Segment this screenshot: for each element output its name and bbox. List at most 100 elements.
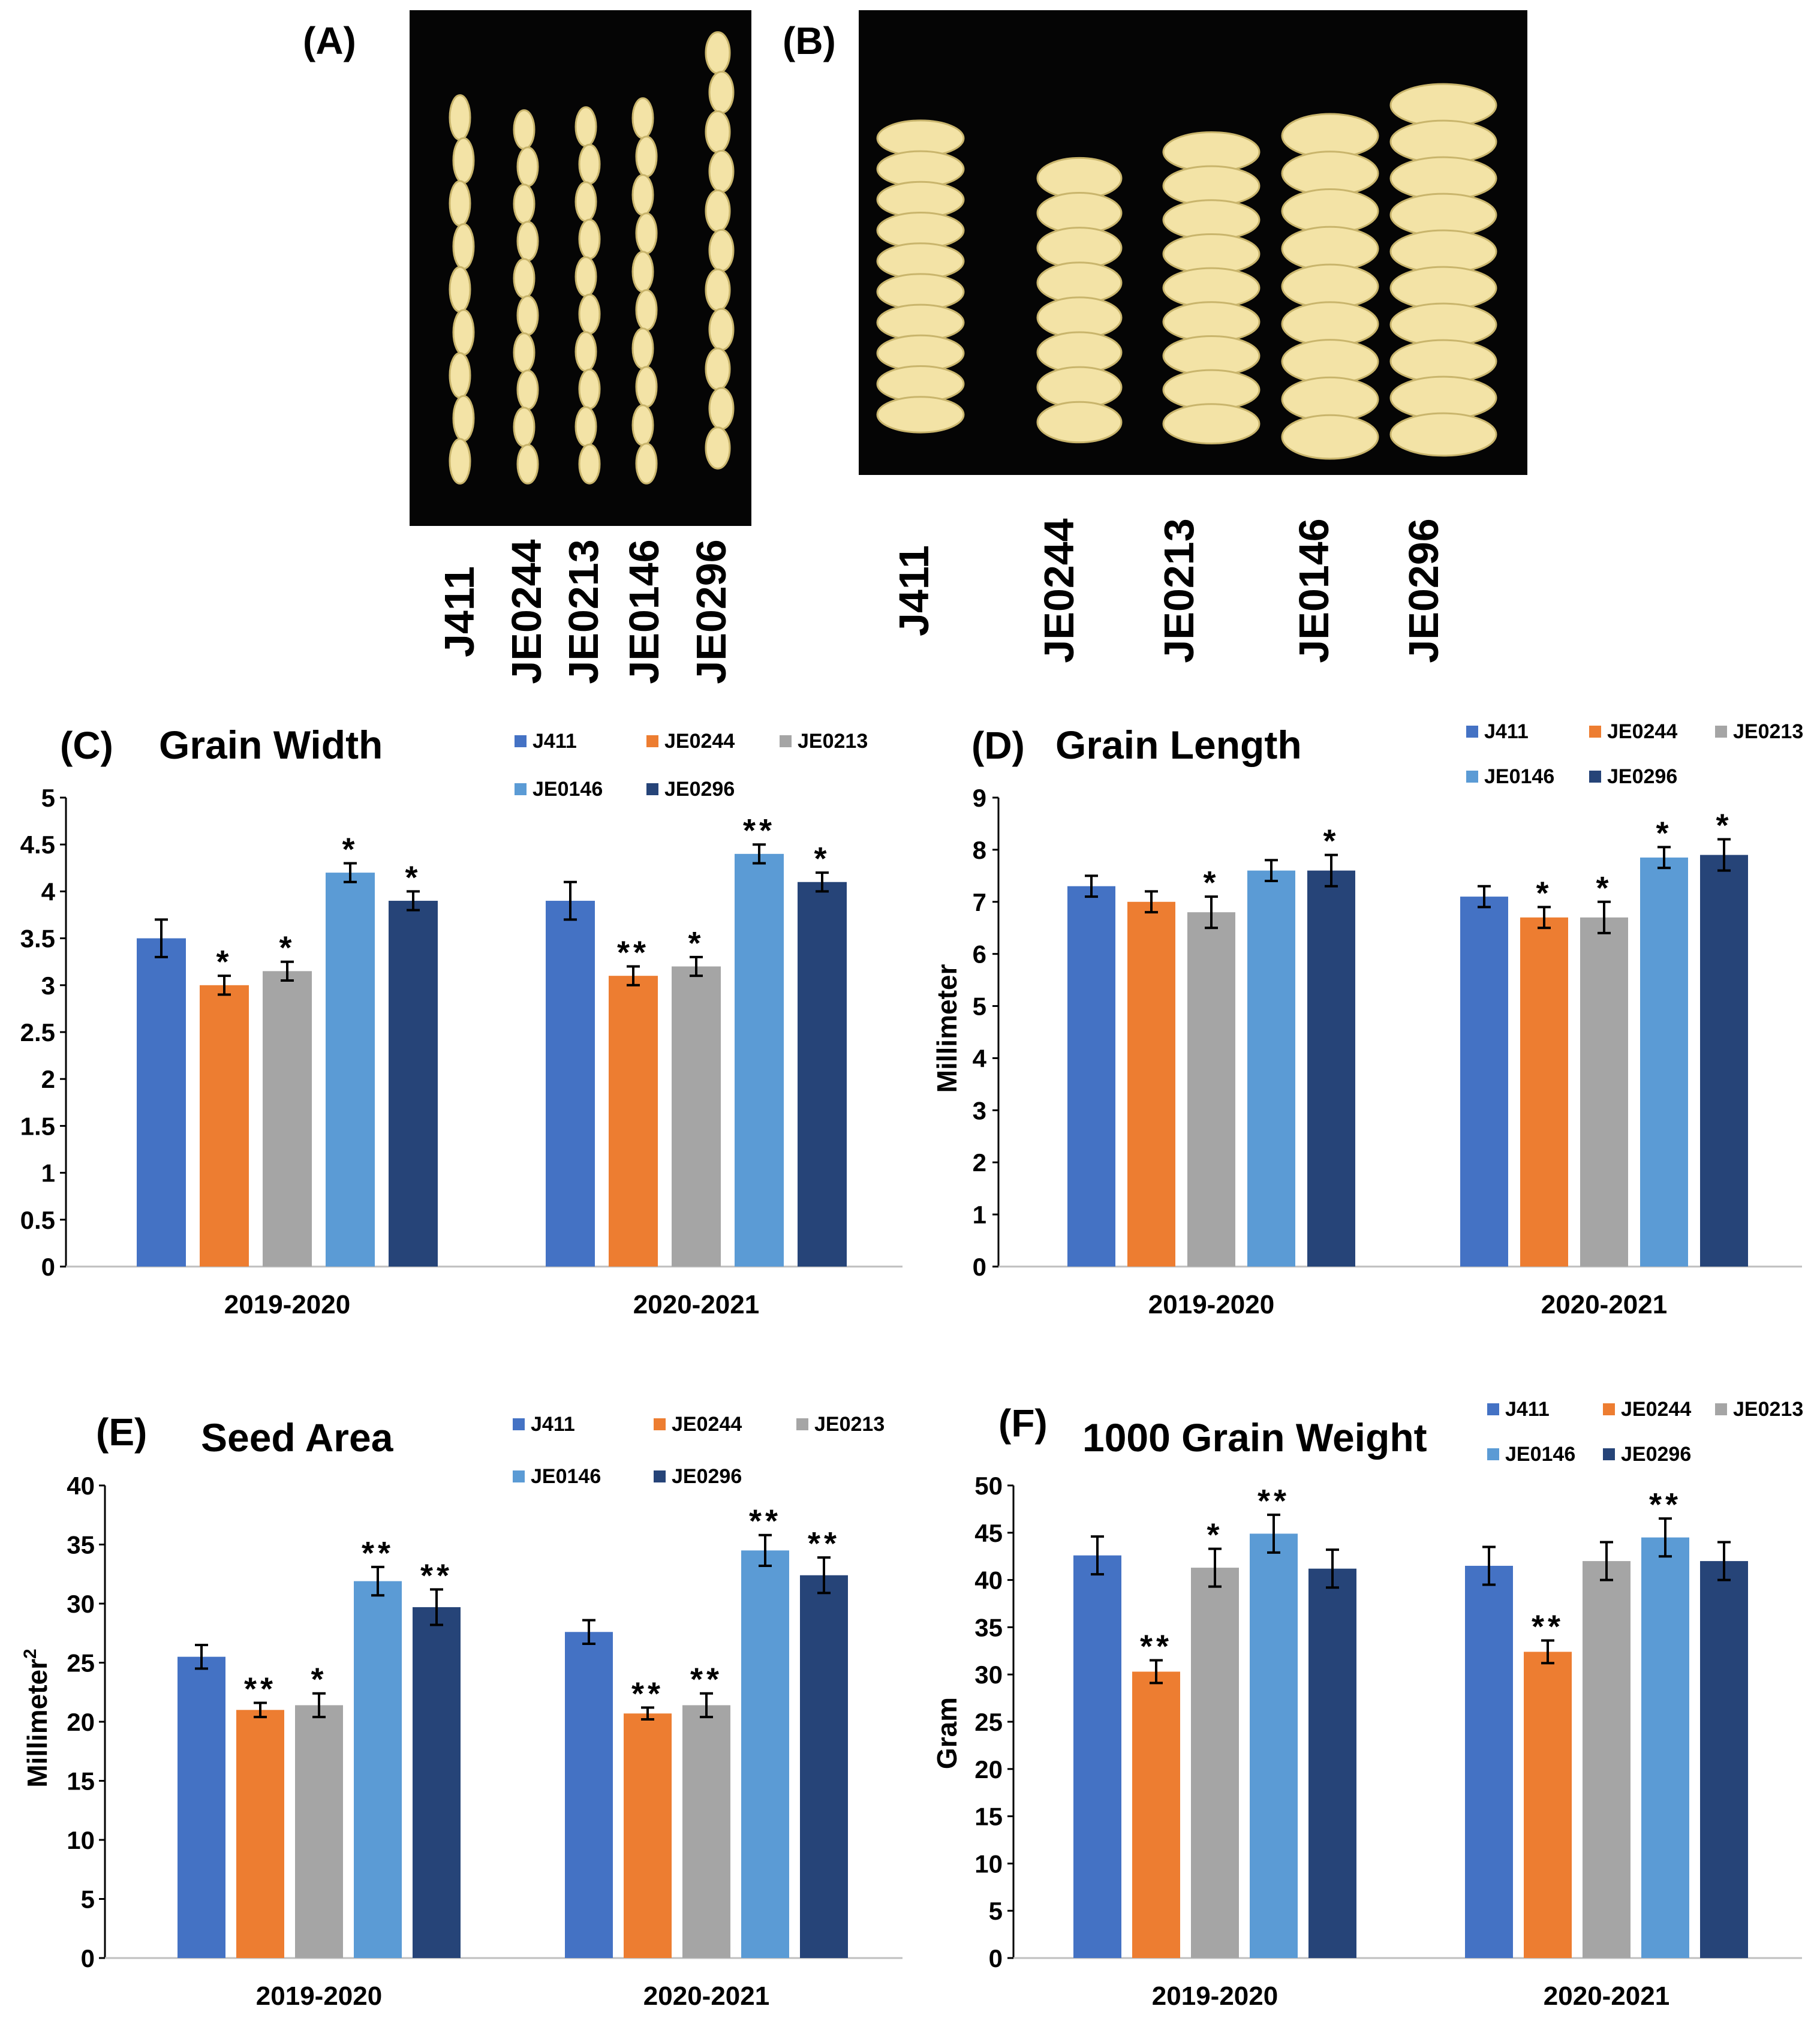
- chart-f-y-tick-label: 50: [974, 1472, 1003, 1500]
- chart-c-title: Grain Width: [159, 723, 383, 767]
- chart-c-je0146-2019-2020-significance: *: [342, 831, 358, 867]
- grain-a-j411: [449, 94, 471, 141]
- chart-c-je0244-2019-2020-significance: *: [216, 944, 232, 980]
- chart-e-je0296-2020-2021-bar: [800, 1575, 848, 1958]
- grain-a-j411: [452, 223, 475, 270]
- photo-a-label-je0296: JE0296: [688, 539, 735, 684]
- grain-a-je0213: [574, 181, 597, 222]
- grain-a-je0146: [635, 443, 658, 485]
- chart-c-y-tick-label: 4.5: [20, 831, 55, 859]
- chart-f-title: 1000 Grain Weight: [1082, 1415, 1427, 1460]
- chart-c-je0296-2020-2021-bar: [798, 882, 847, 1267]
- chart-c-y-tick-label: 0.5: [20, 1206, 55, 1234]
- chart-c-je0213-2019-2020-bar: [263, 971, 312, 1267]
- panel-label-b: (B): [783, 19, 836, 62]
- chart-e-je0296-2020-2021-significance: **: [808, 1526, 840, 1562]
- chart-c-je0146-2020-2021-bar: [735, 853, 784, 1267]
- chart-c-y-tick-label: 5: [41, 784, 55, 812]
- chart-c-je0146-2020-2021-significance: **: [743, 813, 775, 849]
- chart-d-j411-2019-2020-bar: [1067, 886, 1115, 1267]
- chart-e-je0146-2020-2021-bar: [741, 1550, 789, 1958]
- chart-f-legend-label-je0244: JE0244: [1621, 1398, 1691, 1421]
- chart-d-legend-label-je0213: JE0213: [1733, 720, 1803, 743]
- chart-d-y-tick-label: 6: [973, 940, 986, 969]
- chart-d-je0213-2020-2021-bar: [1580, 917, 1628, 1267]
- panel-label-c: (C): [60, 724, 113, 767]
- chart-f-je0146-2020-2021-bar: [1641, 1537, 1689, 1958]
- chart-f-je0146-2019-2020-significance: **: [1258, 1483, 1290, 1519]
- chart-c-je0296-2020-2021-significance: *: [814, 841, 830, 877]
- chart-c-legend-swatch-j411: [515, 735, 527, 747]
- chart-d-y-tick-label: 8: [973, 836, 986, 864]
- grain-a-je0213: [578, 368, 601, 410]
- grain-a-je0296: [708, 387, 735, 430]
- grain-a-j411: [449, 438, 471, 485]
- photo-b-label-je0213: JE0213: [1156, 518, 1202, 663]
- grain-a-je0244: [516, 221, 539, 261]
- chart-d-title: Grain Length: [1055, 723, 1302, 767]
- photo-b-label-je0146: JE0146: [1290, 518, 1337, 663]
- chart-f-x-label-2019-2020: 2019-2020: [1152, 1981, 1278, 2011]
- grain-a-je0146: [631, 327, 654, 369]
- chart-e-y-tick-label: 5: [81, 1885, 95, 1914]
- chart-c-je0296-2019-2020-significance: *: [405, 859, 421, 895]
- chart-f-y-tick-label: 40: [974, 1566, 1003, 1595]
- chart-e-legend-swatch-je0213: [796, 1418, 808, 1430]
- chart-c-je0213-2020-2021-significance: *: [688, 925, 704, 961]
- chart-f-je0244-2020-2021-significance: **: [1532, 1608, 1564, 1644]
- chart-c-x-label-2019-2020: 2019-2020: [224, 1290, 350, 1319]
- grain-a-je0244: [513, 109, 536, 150]
- chart-d-y-tick-label: 4: [973, 1044, 987, 1072]
- chart-f-plot: 05101520253035404550*****2019-2020****20…: [974, 1472, 1802, 2011]
- chart-c-y-tick-label: 3.5: [20, 925, 55, 953]
- grain-a-j411: [449, 266, 471, 313]
- chart-e-title: Seed Area: [201, 1415, 394, 1460]
- chart-d-legend-label-j411: J411: [1484, 720, 1529, 743]
- chart-f-y-tick-label: 10: [974, 1849, 1003, 1878]
- panel-label-a: (A): [303, 19, 356, 62]
- grain-a-je0296: [708, 71, 735, 114]
- photo-b-label-je0244: JE0244: [1036, 518, 1082, 663]
- chart-c-je0213-2019-2020-significance: *: [279, 930, 295, 966]
- chart-f-legend-label-je0213: JE0213: [1733, 1398, 1803, 1421]
- chart-e-legend-swatch-je0244: [654, 1418, 666, 1430]
- grain-a-je0213: [574, 331, 597, 372]
- grain-b-je0296: [1389, 412, 1497, 457]
- chart-e-je0213-2019-2020-significance: *: [311, 1662, 327, 1698]
- chart-e-y-tick-label: 25: [67, 1649, 95, 1677]
- grain-a-j411: [452, 309, 475, 356]
- chart-f-legend-swatch-je0146: [1487, 1448, 1499, 1460]
- chart-d-x-label-2019-2020: 2019-2020: [1148, 1290, 1274, 1319]
- chart-f-y-tick-label: 30: [974, 1661, 1003, 1689]
- chart-d-legend-label-je0244: JE0244: [1607, 720, 1677, 743]
- chart-c-je0146-2019-2020-bar: [326, 873, 375, 1267]
- grain-a-je0146: [635, 212, 658, 254]
- chart-f-j411-2020-2021-bar: [1465, 1565, 1513, 1958]
- chart-c-legend-swatch-je0146: [515, 783, 527, 795]
- chart-c-plot: 00.511.522.533.544.55* ***2019-2020** ****…: [20, 784, 903, 1319]
- chart-e-legend-swatch-j411: [513, 1418, 525, 1430]
- grain-b-je0244: [1036, 401, 1123, 444]
- grain-a-je0244: [516, 369, 539, 410]
- chart-d-legend-swatch-je0213: [1715, 726, 1727, 738]
- chart-e-legend-label-je0296: JE0296: [672, 1465, 742, 1488]
- chart-f-legend: J411 JE0244 JE0213 JE0146 JE0296: [1487, 1398, 1803, 1466]
- photo-a-label-je0146: JE0146: [621, 539, 667, 684]
- chart-e-y-tick-label: 30: [67, 1590, 95, 1618]
- chart-e-y-tick-label: 40: [67, 1472, 95, 1500]
- chart-e-j411-2019-2020-bar: [178, 1656, 225, 1958]
- chart-c-legend: J411 JE0244 JE0213 JE0146 JE0296: [515, 730, 868, 801]
- chart-f-j411-2019-2020-bar: [1073, 1555, 1121, 1958]
- chart-d-y-tick-label: 3: [973, 1096, 986, 1124]
- chart-c-legend-swatch-je0296: [646, 783, 658, 795]
- grain-a-je0296: [708, 308, 735, 351]
- chart-e-je0146-2020-2021-significance: **: [749, 1503, 781, 1539]
- grain-a-je0146: [631, 174, 654, 216]
- chart-c-legend-label-je0244: JE0244: [664, 730, 735, 753]
- chart-f-je0213-2020-2021-bar: [1583, 1561, 1631, 1958]
- photo-b-label-j411: J411: [891, 545, 937, 636]
- grain-a-j411: [452, 137, 475, 184]
- panel-b: (B) J411 JE0244 JE0213 JE0146 JE0296: [783, 10, 1527, 663]
- chart-c-legend-label-j411: J411: [533, 730, 577, 753]
- chart-e-je0213-2020-2021-bar: [682, 1705, 730, 1958]
